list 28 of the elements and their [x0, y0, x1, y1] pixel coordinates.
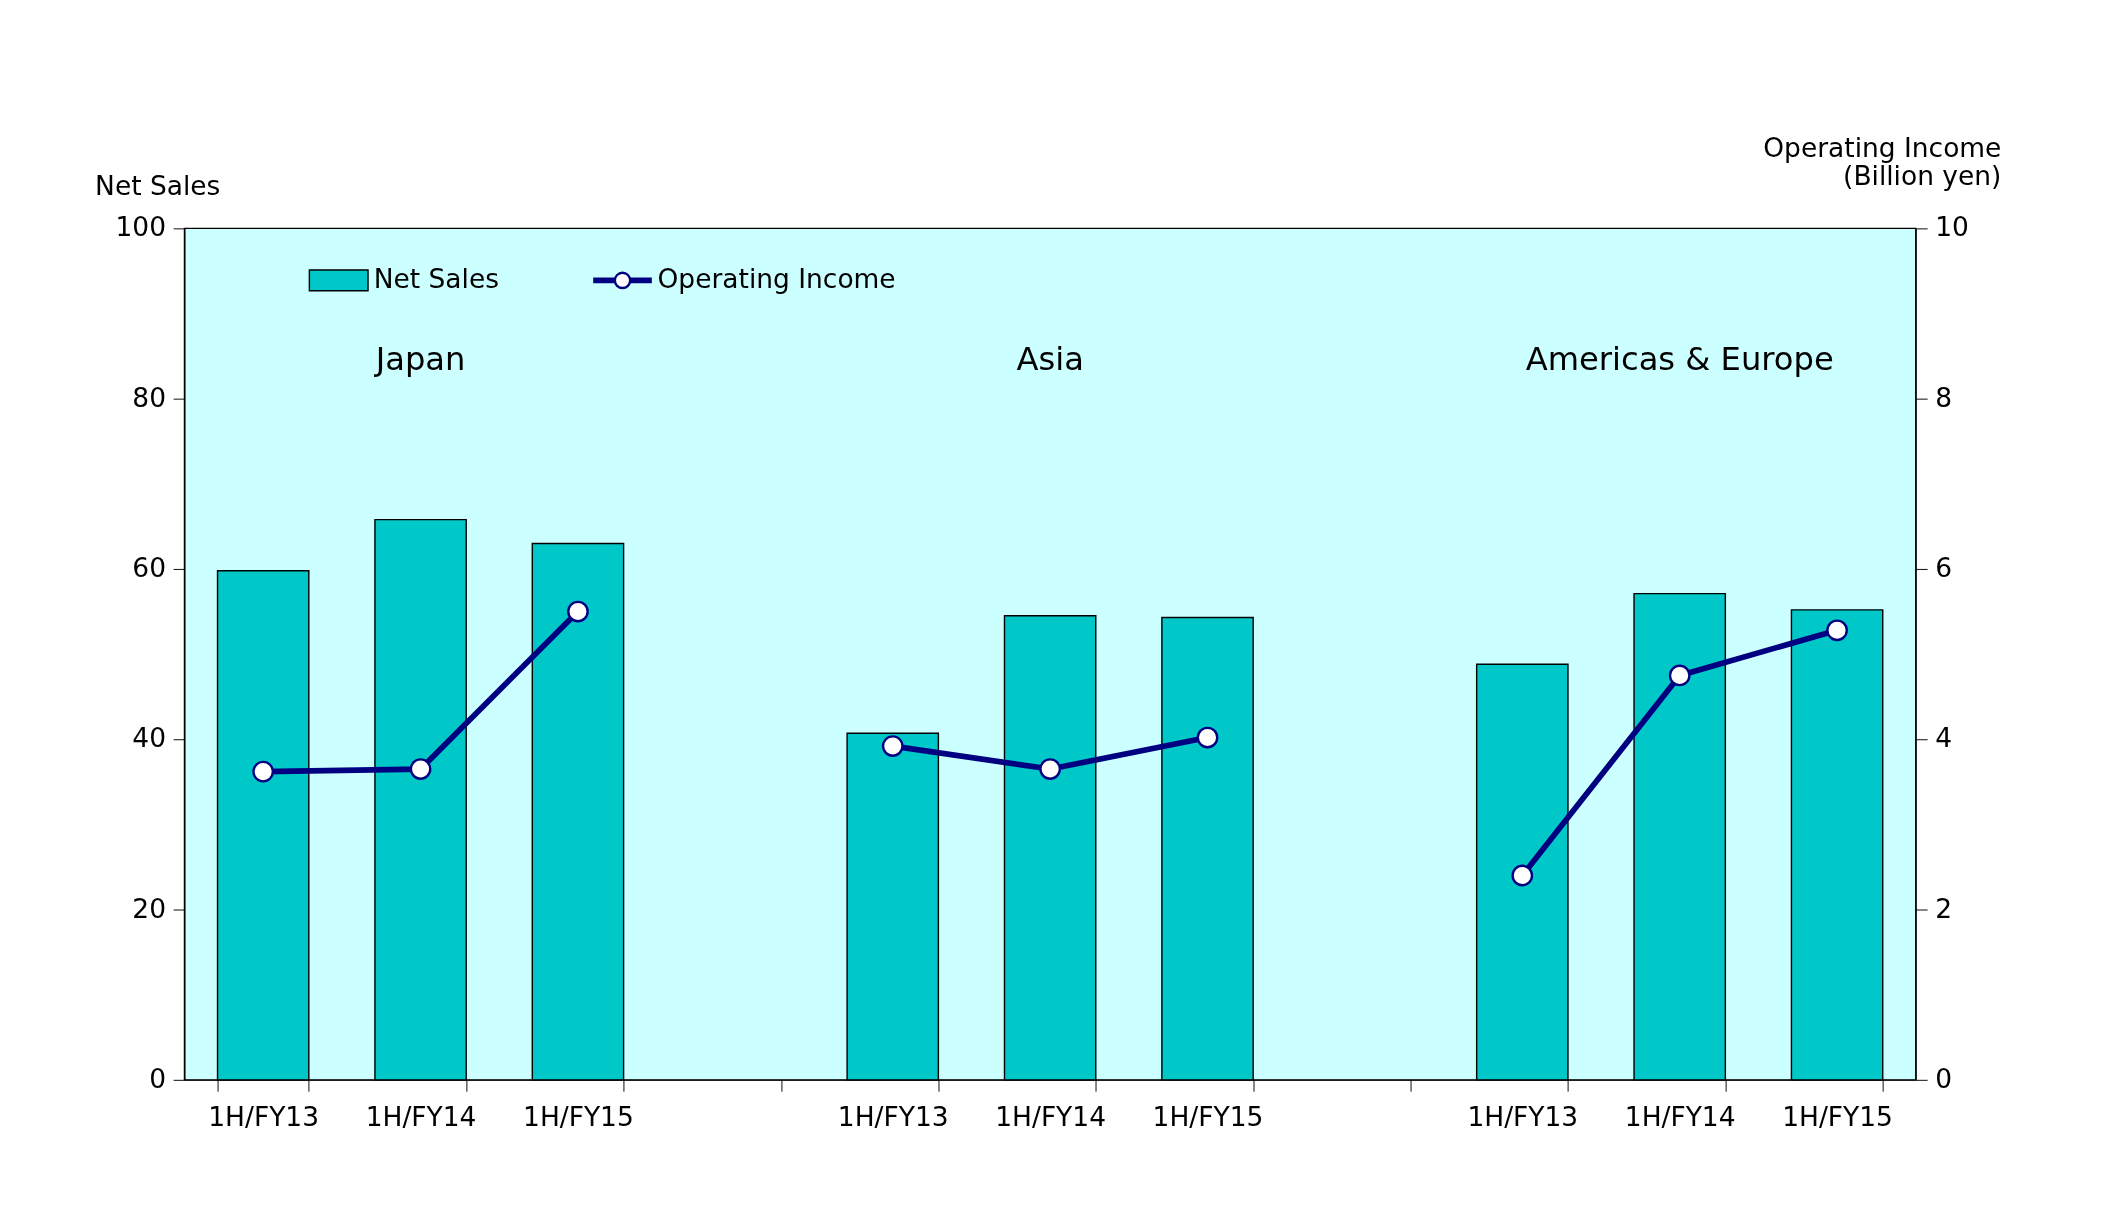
y-tick-label: 100 [115, 211, 167, 243]
legend-label: Net Sales [373, 262, 500, 294]
x-tick-label: 1H/FY14 [365, 1100, 477, 1132]
x-tick-label: 1H/FY15 [523, 1100, 634, 1132]
y2-tick-label: 4 [1935, 722, 1953, 754]
y2-tick-label: 2 [1935, 892, 1953, 924]
y2-axis-title: Operating Income (Billion yen) [1763, 131, 2002, 192]
x-tick-label: 1H/FY13 [208, 1100, 320, 1132]
y2-tick-label: 0 [1935, 1062, 1953, 1094]
y-tick-label: 60 [132, 552, 167, 584]
y2-tick-label: 6 [1935, 552, 1953, 584]
y2-tick-label: 8 [1935, 381, 1953, 413]
x-tick-label: 1H/FY14 [1624, 1100, 1736, 1132]
y2-tick-label: 10 [1935, 211, 1969, 243]
x-tick-label: 1H/FY13 [1467, 1100, 1579, 1132]
legend-label: Operating Income [657, 262, 896, 294]
y-tick-label: 0 [149, 1062, 167, 1094]
y-axis-title: Net Sales [95, 169, 221, 201]
annotation: Asia [1016, 340, 1084, 379]
x-tick-label: 1H/FY15 [1782, 1100, 1893, 1132]
y-tick-label: 20 [132, 892, 167, 924]
annotation: Americas & Europe [1525, 340, 1834, 379]
y-tick-label: 80 [132, 381, 167, 413]
y-tick-label: 40 [132, 722, 167, 754]
annotation: Japan [373, 340, 466, 379]
x-tick-label: 1H/FY13 [837, 1100, 949, 1132]
x-tick-label: 1H/FY14 [995, 1100, 1106, 1132]
x-tick-label: 1H/FY15 [1152, 1100, 1264, 1132]
